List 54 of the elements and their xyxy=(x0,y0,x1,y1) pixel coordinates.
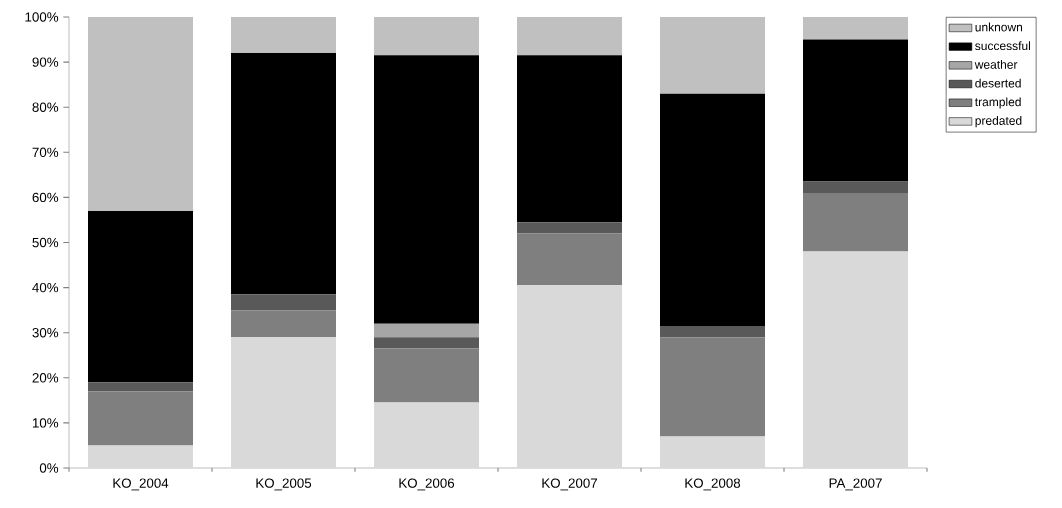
bar xyxy=(88,391,194,446)
bar xyxy=(231,17,336,54)
bar xyxy=(803,181,909,193)
y-tick-label: 10% xyxy=(32,418,59,428)
y-tick-label: 90% xyxy=(32,57,59,67)
bar xyxy=(660,93,765,326)
bar xyxy=(517,222,623,234)
bar xyxy=(231,294,336,311)
y-tick-label: 40% xyxy=(32,282,59,293)
bar xyxy=(88,210,194,383)
bar xyxy=(517,55,623,223)
bar xyxy=(517,233,623,286)
bar xyxy=(374,323,480,338)
bar xyxy=(374,402,480,468)
bar xyxy=(88,17,194,211)
y-tick-label: 100% xyxy=(25,12,59,22)
bar xyxy=(88,382,194,392)
bar xyxy=(374,348,480,403)
y-tick-label: 60% xyxy=(32,192,59,203)
x-tick-label: KO_2007 xyxy=(542,478,598,491)
x-tick-label: KO_2008 xyxy=(685,478,741,491)
bar xyxy=(660,436,765,468)
legend-label: successful xyxy=(975,41,1030,51)
bar xyxy=(660,325,765,338)
legend-label: predated xyxy=(975,116,1022,128)
x-tick-label: KO_2004 xyxy=(113,478,169,491)
y-tick-label: 80% xyxy=(32,102,59,112)
x-tick-label: PA_2007 xyxy=(829,478,882,491)
bar xyxy=(231,337,336,468)
y-tick-label: 50% xyxy=(32,237,59,248)
bar xyxy=(660,337,765,437)
bar xyxy=(231,53,336,295)
bar xyxy=(517,17,623,56)
y-tick-label: 20% xyxy=(32,373,59,383)
bar xyxy=(660,17,765,94)
bar xyxy=(374,17,480,56)
legend-label: unknown xyxy=(975,22,1023,32)
y-tick-label: 70% xyxy=(32,147,59,158)
bar xyxy=(88,445,194,468)
bar xyxy=(803,17,909,40)
legend-label: weather xyxy=(974,59,1018,69)
bar xyxy=(374,337,480,349)
legend-label: trampled xyxy=(974,97,1021,109)
legend-label: deserted xyxy=(975,78,1021,88)
bar xyxy=(803,192,909,252)
y-tick-label: 30% xyxy=(32,327,59,338)
x-tick-label: KO_2005 xyxy=(256,478,312,491)
bar xyxy=(231,310,336,338)
bar xyxy=(803,39,909,182)
x-tick-label: KO_2006 xyxy=(399,478,455,491)
bar xyxy=(517,285,623,468)
bar xyxy=(803,251,909,468)
bar xyxy=(374,55,480,324)
y-tick-label: 0% xyxy=(39,463,59,473)
